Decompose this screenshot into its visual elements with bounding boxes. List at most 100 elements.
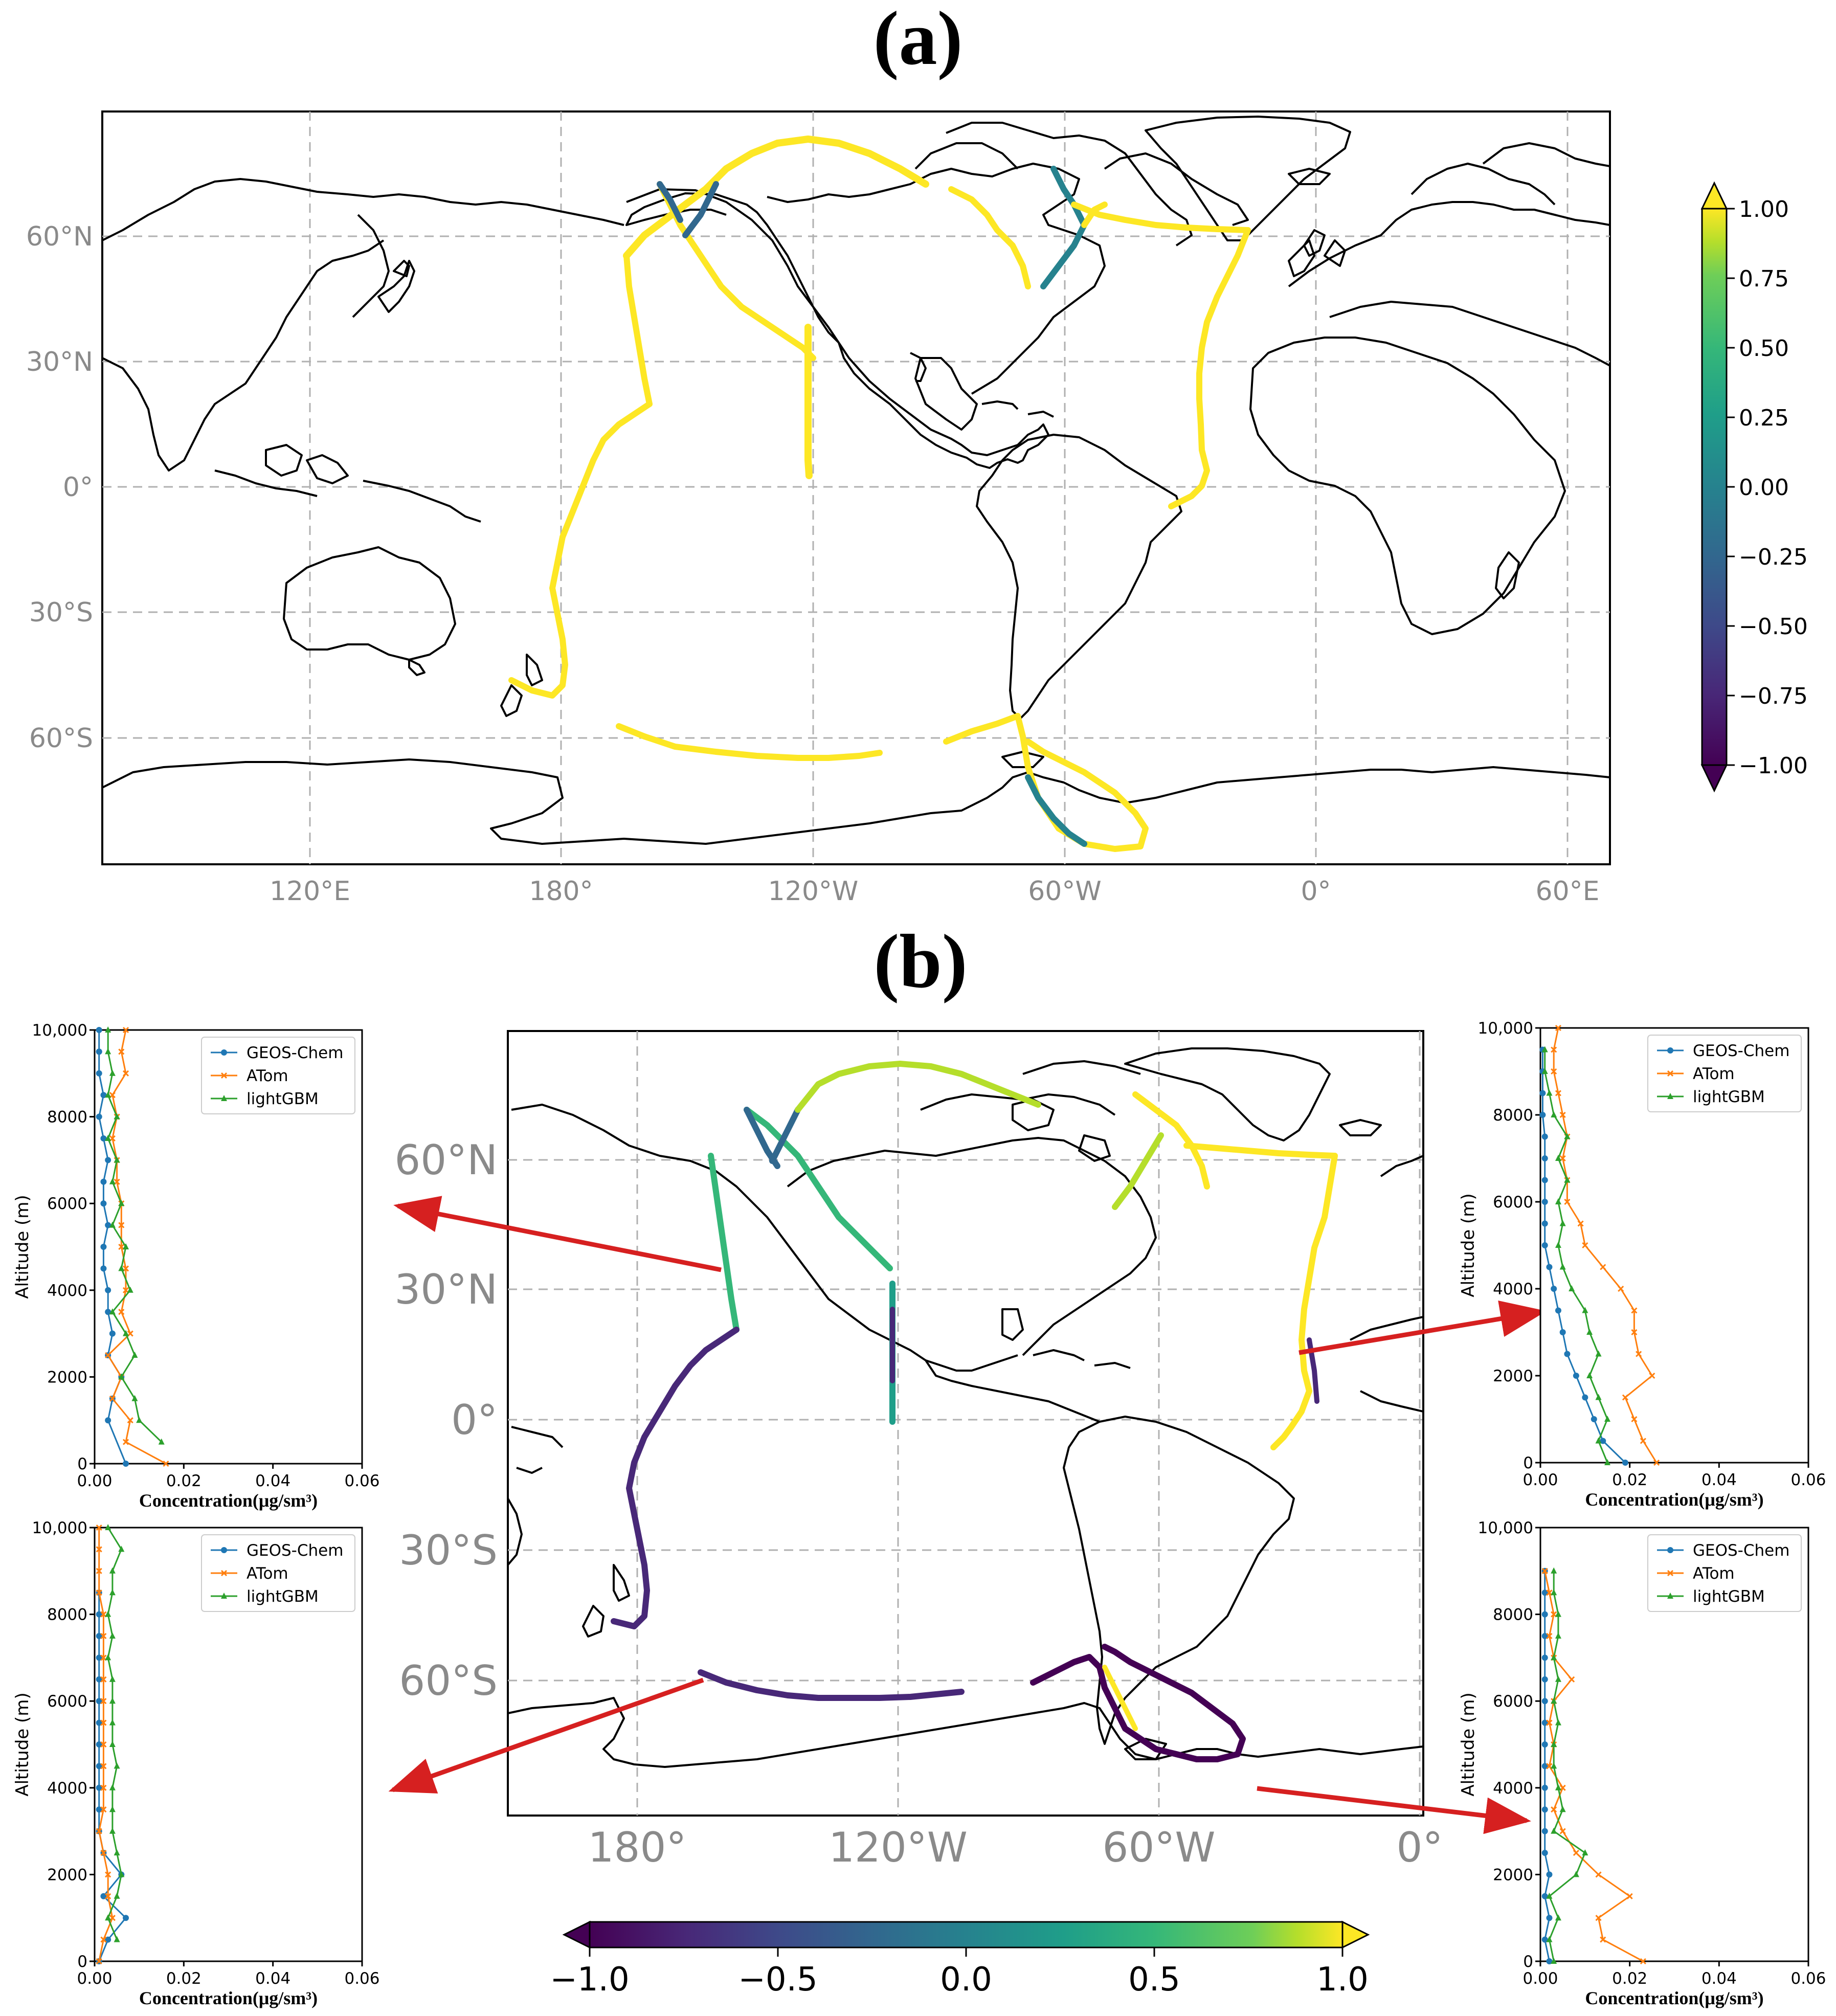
colorbar-a-tick-label: 0.50 [1739, 335, 1789, 362]
colorbar-b-tick-label: −1.0 [550, 1961, 629, 1999]
map-a-lat-label: 30°N [26, 347, 93, 377]
profile-point-atom [1631, 1329, 1638, 1336]
profile-point-geos-chem [96, 1048, 102, 1055]
profile-point-geos-chem [96, 1741, 102, 1748]
profile-point-geos-chem [96, 1070, 102, 1077]
colorbar-b-max-triangle [1341, 1920, 1370, 1949]
profile-point-atom [1555, 1024, 1561, 1032]
profile-point-geos-chem [1541, 1133, 1548, 1140]
profile-point-lightgbm [1555, 1675, 1561, 1682]
profile-point-geos-chem [1541, 1828, 1548, 1834]
profile-point-atom [1559, 1784, 1566, 1791]
colorbar-a-tick-label: 0.25 [1739, 405, 1789, 431]
profile-legend-marker [1667, 1093, 1673, 1099]
profile-point-geos-chem [1541, 1893, 1548, 1899]
profile-legend-marker [220, 1072, 228, 1079]
profile-point-lightgbm [118, 1871, 125, 1877]
profile-point-geos-chem [1573, 1373, 1579, 1379]
profile-point-atom [1546, 1589, 1553, 1596]
profile-point-lightgbm [118, 1265, 125, 1271]
profile-point-atom [1559, 1828, 1566, 1834]
profile-x-axis-label: Concentration(μg/sm³) [1585, 1489, 1763, 1510]
profile-point-geos-chem [1541, 1784, 1548, 1791]
profile-point-lightgbm [114, 1156, 120, 1163]
colorbar-a-tick-label: 0.75 [1739, 266, 1789, 292]
profile-x-tick-label: 0.04 [255, 1472, 290, 1490]
profile-point-geos-chem [96, 1676, 102, 1683]
map-a-ticks: 60°N 30°N 0° 30°S 60°S 120°E 180° 120°W 60°W 0° 60… [26, 221, 1600, 907]
colorbar-b-min-triangle [562, 1920, 591, 1949]
profile-point-geos-chem [105, 1417, 111, 1424]
profile-point-lightgbm [114, 1762, 120, 1769]
profile-point-atom [118, 1048, 125, 1055]
profile-point-lightgbm [1551, 1741, 1557, 1747]
map-a-lon-label: 180° [529, 876, 593, 907]
profile-point-atom [1577, 1220, 1584, 1227]
colorbar-a-tick-label: −1.00 [1739, 753, 1808, 779]
profile-point-atom [100, 1806, 107, 1813]
colorbar-b-tick-label: −0.5 [738, 1961, 817, 1999]
profile-legend-label: lightGBM [247, 1587, 319, 1606]
map-b-lon-label: 60°W [1103, 1824, 1216, 1871]
profile-chart-top-right: 0 2000 4000 6000 8000 10,000 0.00 0.02 0.04 0.06 C… [1458, 1019, 1826, 1510]
profile-point-lightgbm [1586, 1329, 1593, 1335]
arrows [388, 1196, 1547, 1834]
map-b: 60°N 30°N 0° 30°S 60°S 180° 120°W 60°W 0° [394, 1030, 1443, 1871]
profile-point-lightgbm [114, 1892, 120, 1899]
profile-point-lightgbm [105, 1026, 111, 1033]
profile-y-tick-label: 2000 [47, 1866, 87, 1884]
profile-point-atom [1600, 1936, 1606, 1943]
profile-point-lightgbm [109, 1589, 116, 1596]
profile-point-lightgbm [123, 1330, 129, 1336]
profile-point-geos-chem [1541, 1177, 1548, 1183]
profile-point-atom [1559, 1111, 1566, 1118]
profile-point-lightgbm [105, 1524, 111, 1530]
profile-point-geos-chem [96, 1611, 102, 1618]
profile-point-atom [122, 1026, 129, 1034]
profile-legend-marker [1667, 1547, 1673, 1553]
profile-point-lightgbm [1555, 1198, 1561, 1204]
profile-y-tick-label: 6000 [1493, 1193, 1533, 1212]
profile-point-atom [114, 1178, 120, 1185]
profile-point-lightgbm [114, 1936, 120, 1942]
profile-x-tick-label: 0.04 [1701, 1969, 1737, 1988]
colorbar-b-tick-label: 0.5 [1128, 1961, 1180, 1999]
profile-point-lightgbm [1551, 1654, 1557, 1661]
profile-point-lightgbm [127, 1286, 133, 1293]
profile-point-lightgbm [1604, 1459, 1610, 1465]
profile-point-lightgbm [109, 1675, 116, 1682]
profile-point-lightgbm [118, 1200, 125, 1206]
profile-x-tick-label: 0.00 [1522, 1471, 1558, 1489]
profile-point-lightgbm [1546, 1936, 1553, 1942]
profile-point-geos-chem [1541, 1611, 1548, 1618]
map-b-lat-label: 0° [451, 1396, 498, 1444]
profile-x-axis-label: Concentration(μg/sm³) [1585, 1988, 1763, 2008]
profile-point-lightgbm [1551, 1567, 1557, 1574]
profile-point-lightgbm [1555, 1784, 1561, 1790]
profile-point-lightgbm [118, 1545, 125, 1552]
map-b-frame [507, 1030, 1424, 1817]
profile-point-atom [1595, 1871, 1602, 1878]
profile-point-geos-chem [1539, 1090, 1546, 1096]
map-a-lat-label: 60°N [26, 221, 93, 252]
profile-point-geos-chem [123, 1915, 129, 1921]
profile-x-tick-label: 0.00 [77, 1472, 112, 1490]
map-a: 60°N 30°N 0° 30°S 60°S 120°E 180° 120°W 60°W 0° 60… [26, 110, 1611, 907]
profile-point-atom [1640, 1958, 1646, 1965]
profile-x-tick-label: 0.02 [166, 1969, 201, 1988]
colorbar-a-tick-label: −0.25 [1739, 544, 1808, 570]
profile-legend: GEOS-Chem ATom lightGBM [201, 1534, 355, 1612]
profile-point-lightgbm [1586, 1372, 1593, 1378]
profile-point-atom [1631, 1307, 1638, 1314]
colorbar-b-ticks: −1.0 −0.5 0.0 0.5 1.0 [550, 1947, 1369, 1999]
profile-point-geos-chem [96, 1113, 102, 1120]
profile-point-atom [122, 1439, 129, 1445]
map-b-lat-label: 30°N [394, 1266, 498, 1313]
profile-point-atom [1622, 1394, 1628, 1401]
profile-series-line-geos-chem [98, 1593, 127, 1962]
profile-y-tick-label: 6000 [47, 1692, 87, 1711]
profile-point-lightgbm [114, 1849, 120, 1855]
profile-point-atom [1541, 1567, 1548, 1574]
profile-point-geos-chem [1551, 1286, 1557, 1292]
profile-point-lightgbm [1555, 1610, 1561, 1617]
